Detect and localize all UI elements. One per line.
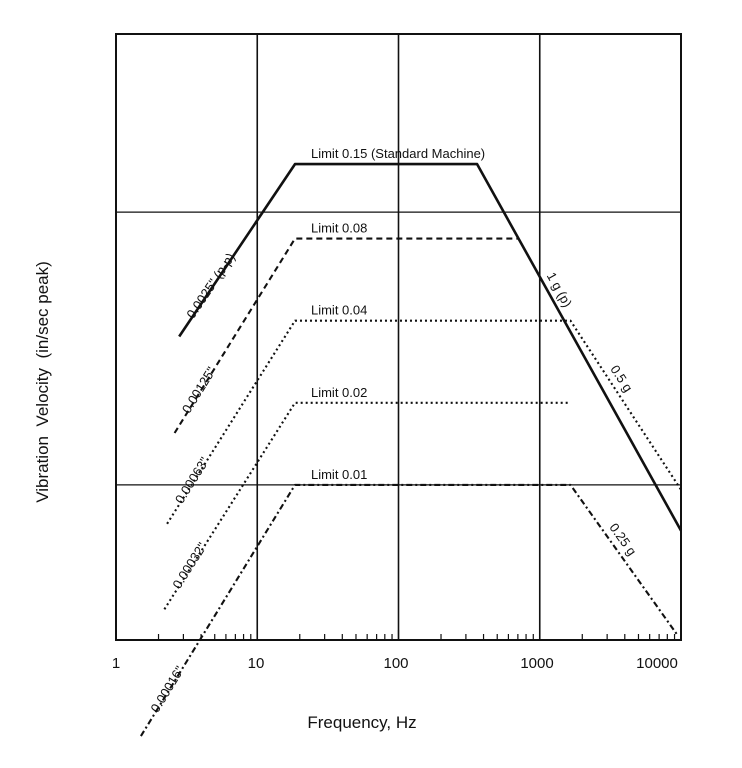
x-tick-label: 10000	[636, 655, 678, 672]
series-limit-label: Limit 0.08	[311, 221, 367, 236]
series-limit-label: Limit 0.15 (Standard Machine)	[311, 146, 485, 161]
series-line	[140, 483, 679, 737]
series-line	[163, 401, 571, 610]
series-displacement-label: 0.0025" (p-p)	[183, 250, 238, 321]
x-tick-label: 10	[248, 655, 265, 672]
x-tick-label: 1	[112, 655, 120, 672]
series-limit-label: Limit 0.01	[311, 467, 367, 482]
series-displacement-label: 0.00032"	[169, 539, 209, 591]
grid-layer	[115, 33, 682, 641]
series-displacement-label: 0.00125"	[179, 364, 219, 416]
x-tick-labels: 1 10 100 1000 10000	[112, 655, 678, 672]
series-line	[166, 319, 682, 525]
x-tick-label: 100	[383, 655, 408, 672]
y-axis-label: Vibration Velocity (in/sec peak)	[33, 261, 52, 503]
series-acceleration-label: 0.25 g	[606, 520, 639, 558]
series-layer	[140, 162, 683, 737]
series-line	[178, 162, 683, 532]
label-layer: Limit 0.15 (Standard Machine) 0.0025" (p-…	[147, 146, 639, 715]
x-axis-label: Frequency, Hz	[307, 713, 416, 732]
series-displacement-label: 0.00063"	[172, 454, 212, 506]
series-limit-label: Limit 0.04	[311, 303, 367, 318]
series-acceleration-label: 0.5 g	[607, 362, 635, 394]
series-limit-label: Limit 0.02	[311, 385, 367, 400]
x-tick-label: 1000	[520, 655, 553, 672]
series-displacement-label: 0.00016"	[147, 663, 187, 715]
